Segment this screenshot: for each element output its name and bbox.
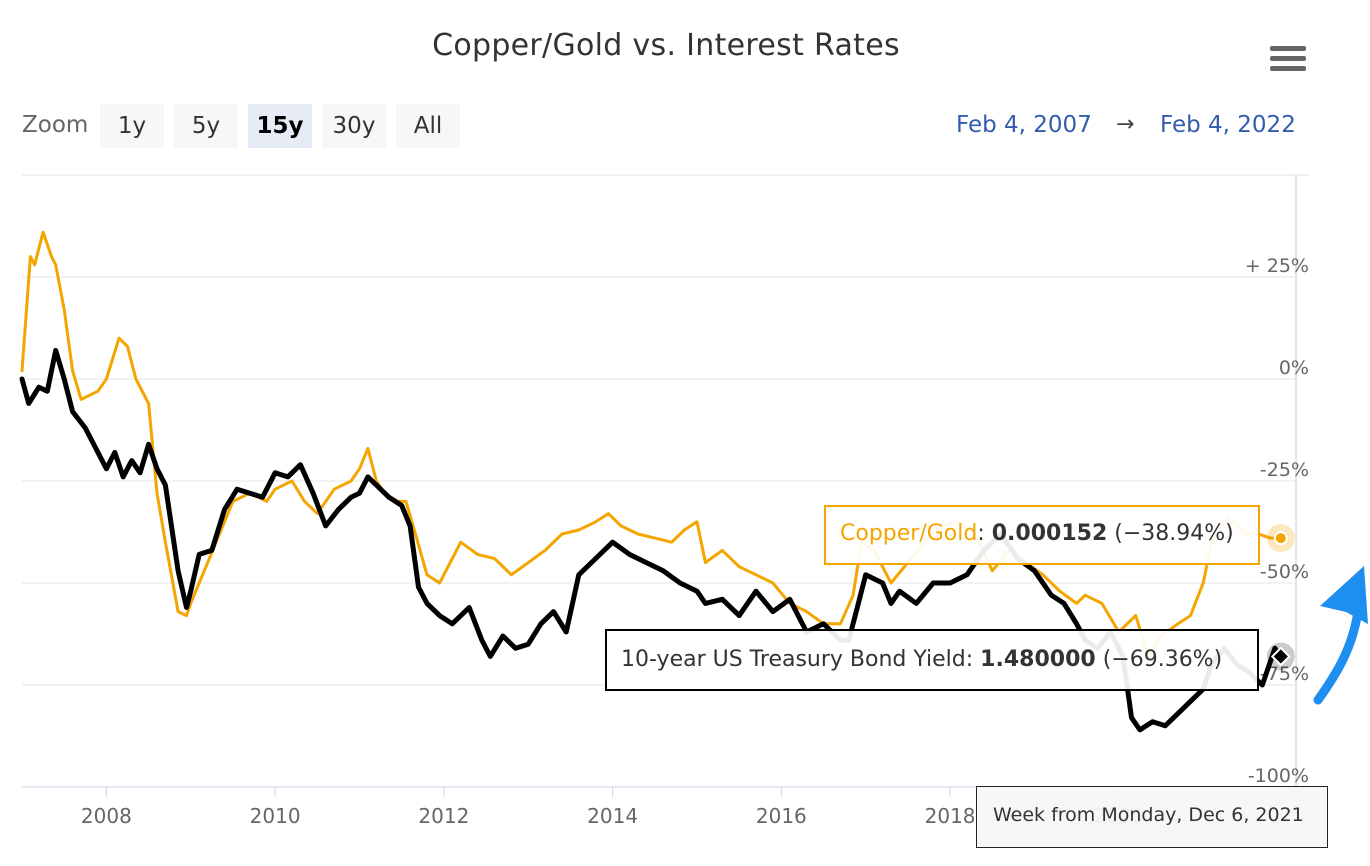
y-tick-label: 0% — [1279, 357, 1309, 379]
menu-bar — [1270, 46, 1306, 51]
x-tick-label: 2010 — [250, 804, 301, 828]
tooltip-treasury-value: 1.480000 — [980, 647, 1096, 672]
y-tick-label: -100% — [1248, 765, 1309, 787]
x-tick-label: 2014 — [587, 804, 638, 828]
arrow-shaft — [1313, 607, 1363, 705]
menu-bar — [1270, 56, 1306, 61]
annotation-arrow-icon — [1313, 566, 1368, 705]
zoom-1y-button[interactable]: 1y — [100, 104, 164, 148]
tooltip-treasury: 10-year US Treasury Bond Yield: 1.480000… — [605, 629, 1259, 691]
x-tick-label: 2012 — [418, 804, 469, 828]
x-tick-label: 2018 — [925, 804, 976, 828]
y-tick-label: + 25% — [1245, 255, 1309, 277]
arrow-head — [1320, 566, 1368, 624]
tooltip-treasury-change: (−69.36%) — [1102, 647, 1223, 672]
tooltip-treasury-name: 10-year US Treasury Bond Yield — [621, 647, 966, 672]
hamburger-menu-icon[interactable] — [1270, 46, 1306, 72]
marker-copper-gold — [1273, 531, 1288, 546]
range-to-input[interactable]: Feb 4, 2022 — [1160, 112, 1296, 138]
series-line-copper-gold — [20, 230, 1283, 658]
menu-bar — [1270, 66, 1306, 71]
zoom-label: Zoom — [22, 112, 89, 138]
tooltip-copper-gold-name: Copper/Gold — [840, 521, 978, 546]
tooltip-date: Week from Monday, Dec 6, 2021 — [976, 786, 1328, 848]
tooltip-copper-gold: Copper/Gold: 0.000152 (−38.94%) — [824, 505, 1260, 565]
series-markers — [1266, 524, 1295, 671]
zoom-all-button[interactable]: All — [396, 104, 460, 148]
y-tick-label: -50% — [1260, 561, 1309, 583]
x-tick-label: 2008 — [81, 804, 132, 828]
grid-lines — [22, 174, 1310, 788]
zoom-15y-button[interactable]: 15y — [248, 104, 312, 148]
y-axis-labels: + 25% 0% -25% -50% -75% -100% — [1245, 255, 1309, 787]
range-arrow-icon: → — [1116, 112, 1135, 137]
chart-title: Copper/Gold vs. Interest Rates — [432, 28, 900, 63]
tooltip-copper-gold-change: (−38.94%) — [1114, 521, 1234, 546]
x-tick-label: 2016 — [756, 804, 807, 828]
zoom-5y-button[interactable]: 5y — [174, 104, 238, 148]
zoom-30y-button[interactable]: 30y — [322, 104, 386, 148]
marker-treasury — [1270, 646, 1291, 667]
range-from-input[interactable]: Feb 4, 2007 — [956, 112, 1092, 138]
y-tick-label: -75% — [1260, 663, 1309, 685]
y-tick-label: -25% — [1260, 459, 1309, 481]
tooltip-copper-gold-value: 0.000152 — [991, 521, 1108, 546]
